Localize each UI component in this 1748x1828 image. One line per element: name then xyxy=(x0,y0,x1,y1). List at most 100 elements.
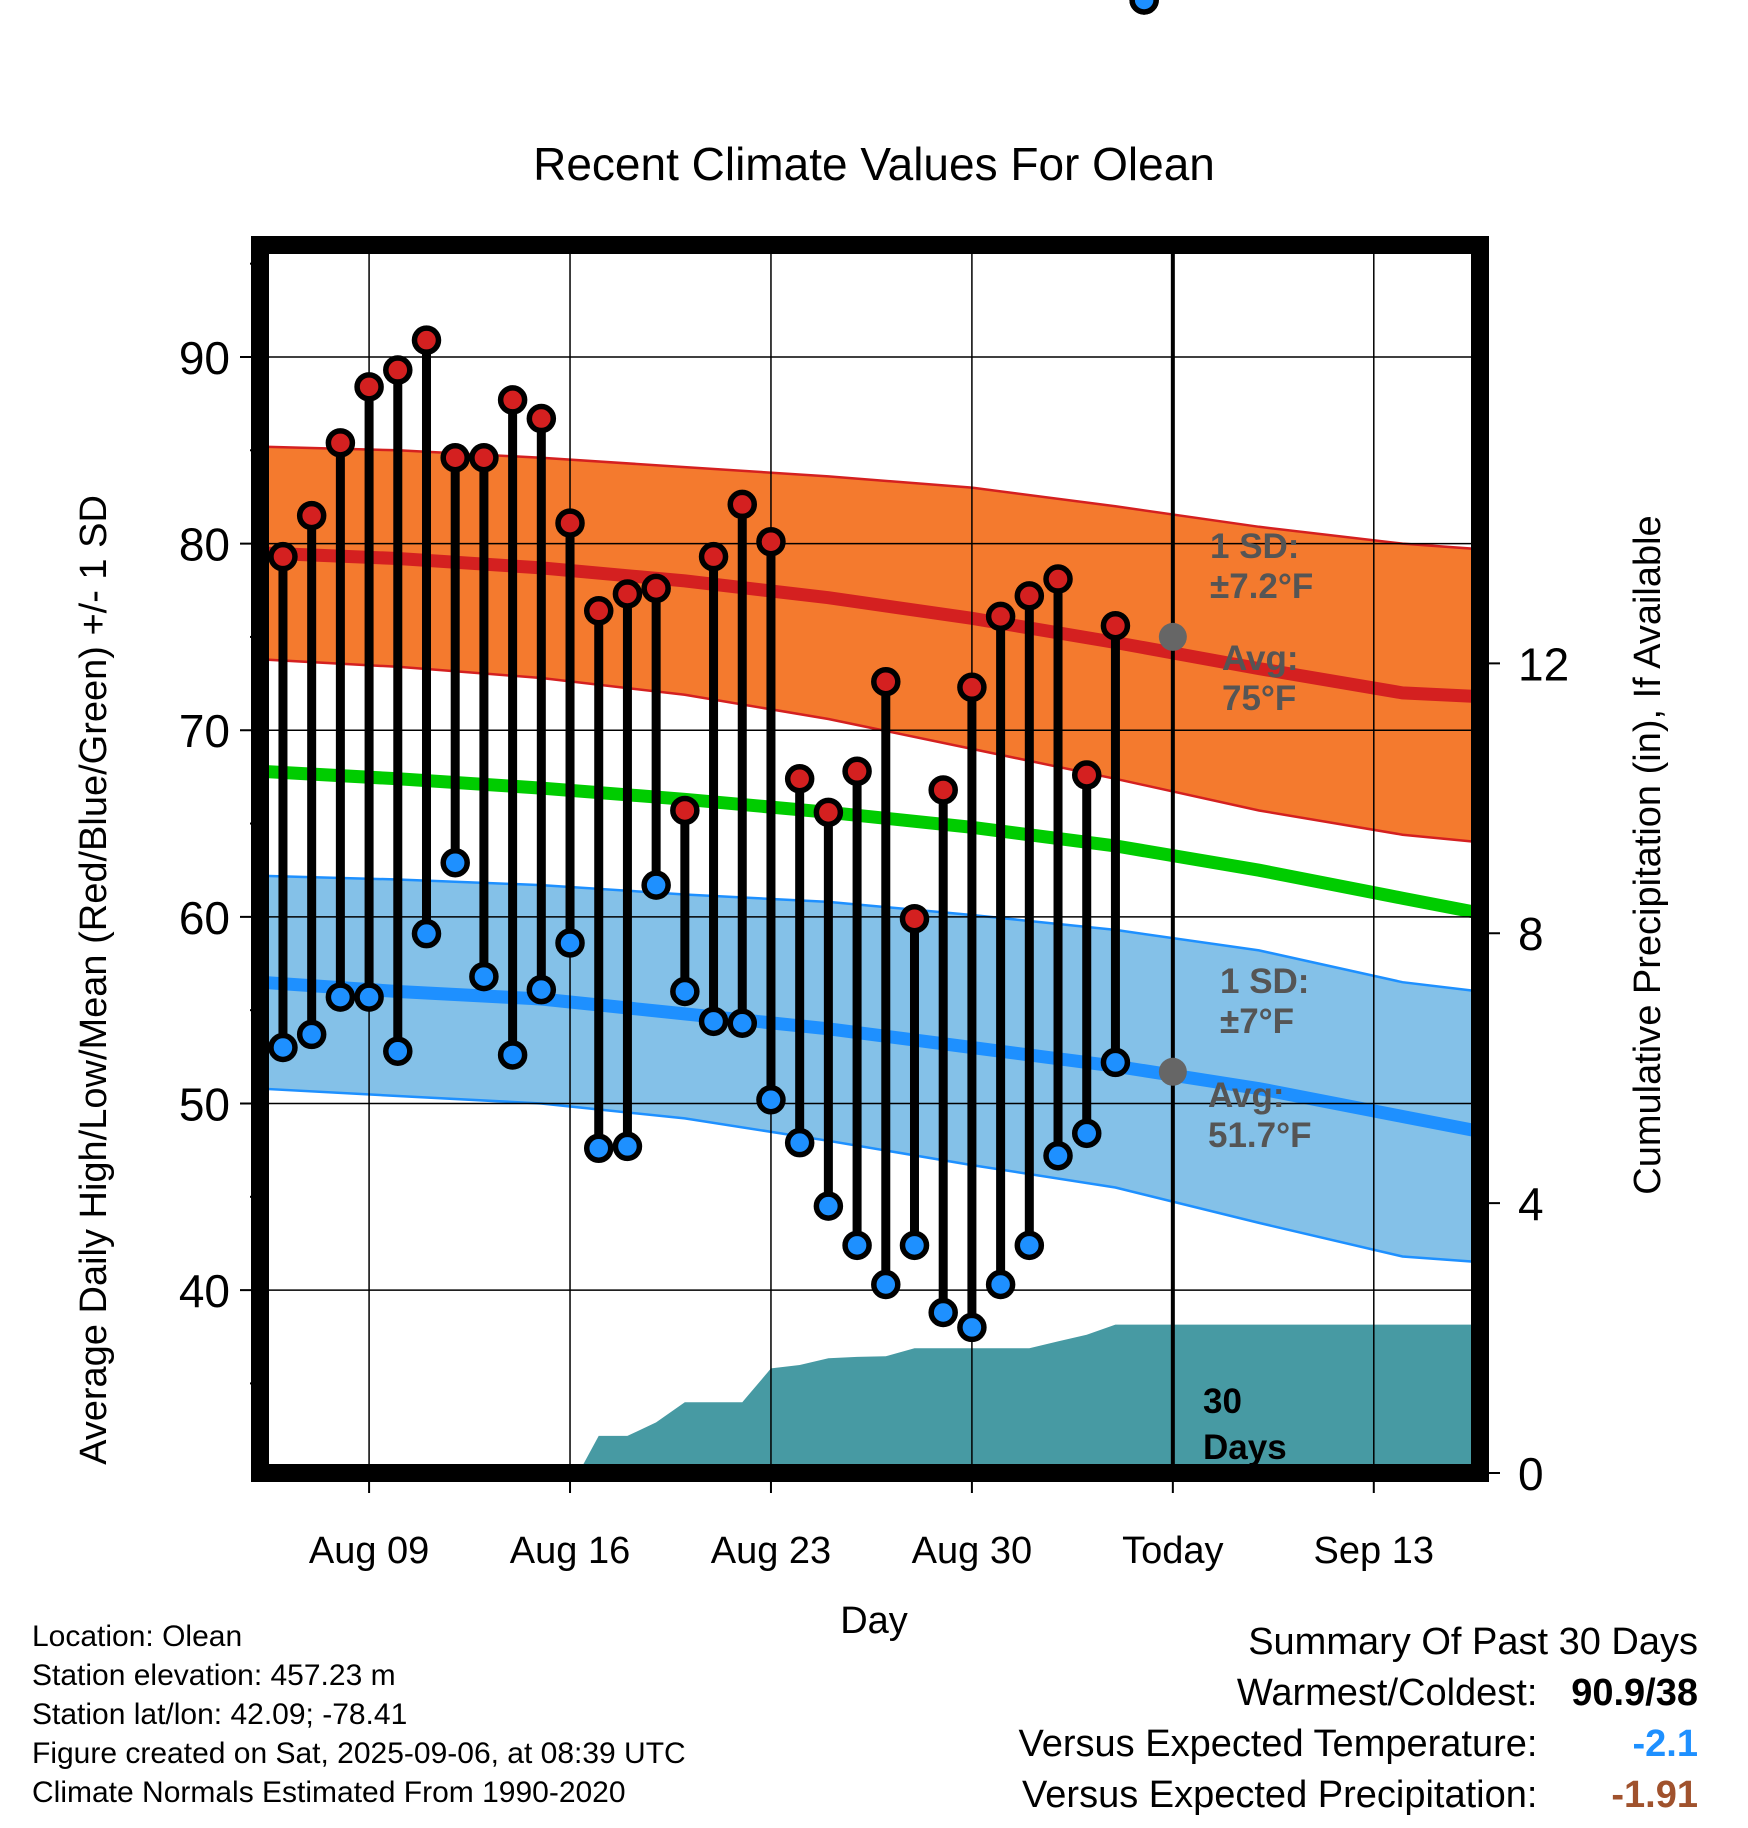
daily-high-point xyxy=(469,443,499,473)
plot-frame xyxy=(251,236,1489,1482)
precip-days-label: Days xyxy=(1203,1428,1287,1467)
warm-cold-value: 90.9/38 xyxy=(1571,1672,1698,1714)
y-tick-label: 50 xyxy=(179,1078,230,1130)
warm-cold-label: Warmest/Coldest: xyxy=(1236,1672,1538,1714)
daily-high-point xyxy=(268,541,298,572)
daily-low-point xyxy=(727,1008,758,1038)
daily-high-point xyxy=(670,795,700,826)
daily-high-point xyxy=(411,325,442,355)
daily-low-point xyxy=(899,1230,930,1261)
low-sd-band xyxy=(258,874,1482,1264)
daily-low-point xyxy=(268,1032,298,1063)
daily-low-point xyxy=(1100,1047,1131,1078)
daily-high-point xyxy=(583,596,614,626)
daily-low-point xyxy=(928,1297,958,1328)
elevation-text: Station elevation: 457.23 m xyxy=(32,1659,396,1692)
y2-tick-label: 8 xyxy=(1518,908,1544,960)
high-sd-annotation: 1 SD: xyxy=(1210,527,1299,566)
daily-high-point xyxy=(784,764,815,794)
low-sd-annotation: ±7°F xyxy=(1220,1002,1294,1041)
daily-low-point xyxy=(756,1084,786,1115)
y2-axis-label: Cumulative Precipitation (in), If Availa… xyxy=(1627,515,1669,1194)
daily-high-point xyxy=(899,903,930,934)
low-sd-annotation: 1 SD: xyxy=(1220,962,1309,1001)
chart-title: Recent Climate Values For Olean xyxy=(533,138,1215,190)
today-normal-low-marker xyxy=(1158,1057,1187,1086)
daily-high-point xyxy=(325,428,356,458)
x-tick-label: Aug 16 xyxy=(510,1530,630,1572)
daily-low-point xyxy=(383,1036,413,1066)
daily-high-point xyxy=(871,666,901,697)
daily-high-point xyxy=(1043,564,1073,594)
daily-high-point xyxy=(985,601,1016,632)
daily-high-point xyxy=(296,500,327,531)
created-text: Figure created on Sat, 2025-09-06, at 08… xyxy=(32,1737,686,1770)
warm-cold-row: Warmest/Coldest: 90.9/38 xyxy=(1019,1668,1698,1719)
daily-low-point xyxy=(612,1131,643,1162)
daily-high-point xyxy=(526,403,557,434)
daily-high-point xyxy=(612,579,643,609)
daily-low-point xyxy=(411,918,442,949)
x-tick-label: Today xyxy=(1122,1530,1223,1572)
daily-low-point xyxy=(354,982,384,1012)
daily-low-point xyxy=(325,982,356,1012)
daily-high-point xyxy=(756,526,786,557)
normals-text: Climate Normals Estimated From 1990-2020 xyxy=(32,1776,626,1809)
daily-low-point xyxy=(1014,1230,1045,1261)
precip-days-label: 30 xyxy=(1203,1382,1242,1421)
temp-label: Versus Expected Temperature: xyxy=(1018,1723,1538,1765)
temp-value: -2.1 xyxy=(1632,1723,1698,1765)
daily-high-point xyxy=(383,355,413,385)
daily-high-point xyxy=(928,775,958,805)
high-avg-annotation: 75°F xyxy=(1222,679,1296,718)
x-tick-label: Aug 09 xyxy=(309,1530,429,1572)
y2-tick-label: 12 xyxy=(1518,638,1569,690)
daily-low-point xyxy=(555,928,585,958)
daily-high-point xyxy=(440,443,470,473)
location-text: Location: Olean xyxy=(32,1620,243,1653)
low-avg-annotation: 51.7°F xyxy=(1208,1116,1312,1155)
daily-low-point xyxy=(813,1191,844,1221)
daily-high-point xyxy=(842,756,872,787)
daily-high-point xyxy=(354,372,384,402)
daily-low-point xyxy=(670,976,700,1007)
normal-low-line xyxy=(259,975,1482,1138)
y2-tick-label: 4 xyxy=(1518,1178,1544,1230)
normal-high-line xyxy=(259,546,1481,704)
high-avg-annotation: Avg: xyxy=(1222,639,1298,678)
x-tick-label: Aug 23 xyxy=(711,1530,831,1572)
daily-high-point xyxy=(1071,760,1102,790)
daily-low-point xyxy=(784,1127,815,1158)
daily-low-point xyxy=(1043,1140,1073,1171)
y-tick-label: 90 xyxy=(179,332,230,384)
daily-low-point xyxy=(641,870,671,900)
daily-high-point xyxy=(813,797,844,828)
station-info: Location: Olean Station elevation: 457.2… xyxy=(32,1617,686,1812)
y-tick-label: 60 xyxy=(179,892,230,944)
daily-low-point xyxy=(469,961,499,992)
precip-row: Versus Expected Precipitation: -1.91 xyxy=(1019,1770,1698,1821)
normal-mean-line xyxy=(259,764,1482,920)
daily-high-point xyxy=(727,489,758,520)
latlon-text: Station lat/lon: 42.09; -78.41 xyxy=(32,1698,408,1731)
summary-heading: Summary Of Past 30 Days xyxy=(1248,1621,1698,1663)
daily-low-point xyxy=(440,847,470,878)
y-tick-label: 70 xyxy=(179,705,230,757)
daily-low-point xyxy=(296,1019,327,1050)
daily-low-point xyxy=(1129,0,1159,15)
daily-high-point xyxy=(641,573,671,604)
y2-tick-label: 0 xyxy=(1518,1448,1544,1500)
daily-low-point xyxy=(497,1040,528,1070)
daily-high-point xyxy=(1100,610,1131,641)
y-tick-label: 40 xyxy=(179,1265,230,1317)
daily-low-point xyxy=(871,1269,901,1300)
precip-area xyxy=(260,1324,1480,1473)
today-normal-high-marker xyxy=(1158,622,1187,651)
high-sd-annotation: ±7.2°F xyxy=(1210,567,1313,606)
daily-low-point xyxy=(526,974,557,1005)
summary-panel: Summary Of Past 30 Days Warmest/Coldest:… xyxy=(1019,1617,1698,1821)
daily-low-point xyxy=(985,1269,1016,1300)
low-avg-annotation: Avg: xyxy=(1208,1076,1284,1115)
daily-low-point xyxy=(698,1006,729,1037)
